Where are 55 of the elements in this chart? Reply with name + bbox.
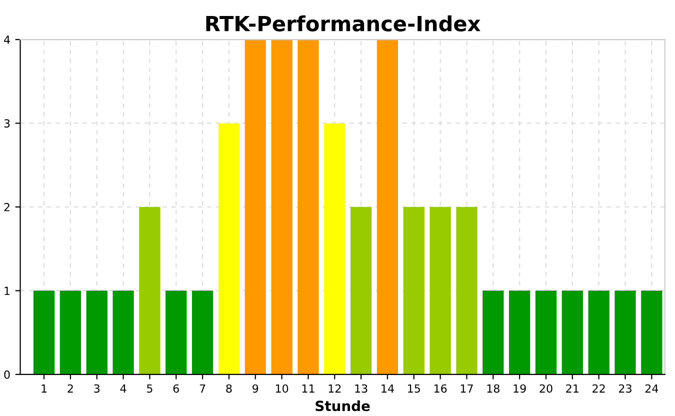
x-tick-label: 18 xyxy=(487,384,500,393)
bar xyxy=(403,206,424,374)
x-tick-label: 22 xyxy=(592,384,605,393)
y-tick-label: 0 xyxy=(4,370,10,379)
y-tick-label: 1 xyxy=(4,286,10,295)
x-tick-label: 10 xyxy=(276,384,288,393)
y-tick-label: 2 xyxy=(4,202,10,212)
x-tick-label: 6 xyxy=(173,384,179,393)
bar xyxy=(218,123,240,374)
x-tick-label: 3 xyxy=(94,384,100,393)
bar xyxy=(376,40,398,374)
x-axis-title: Stunde xyxy=(316,400,370,412)
bar xyxy=(430,206,451,374)
x-tick-label: 14 xyxy=(382,384,394,393)
x-tick-label: 12 xyxy=(328,384,341,393)
bar xyxy=(112,290,134,374)
x-tick-label: 13 xyxy=(355,384,368,393)
x-tick-label: 7 xyxy=(200,384,206,393)
bar xyxy=(509,290,530,374)
bar xyxy=(271,40,292,374)
x-tick-label: 19 xyxy=(514,384,526,393)
bar xyxy=(166,290,187,374)
chart-title: RTK-Performance-Index xyxy=(206,15,480,32)
x-tick-label: 24 xyxy=(645,384,658,393)
bar xyxy=(244,40,266,374)
x-tick-label: 4 xyxy=(120,384,126,393)
x-tick-label: 11 xyxy=(302,384,314,393)
bar xyxy=(298,40,319,374)
bar xyxy=(641,290,662,374)
x-tick-label: 23 xyxy=(618,384,632,393)
y-tick-label: 4 xyxy=(4,36,10,44)
bar xyxy=(33,290,55,374)
bar xyxy=(482,290,504,374)
y-tick-label: 3 xyxy=(4,119,10,128)
x-tick-label: 21 xyxy=(566,384,578,393)
x-tick-label: 8 xyxy=(226,384,232,393)
x-tick-label: 1 xyxy=(42,384,47,393)
x-tick-label: 16 xyxy=(434,384,447,393)
bar xyxy=(139,206,160,374)
bar xyxy=(60,290,82,374)
bar xyxy=(456,206,478,374)
bar xyxy=(562,290,583,374)
x-tick-label: 17 xyxy=(460,384,473,393)
bar xyxy=(588,290,610,374)
bar xyxy=(86,290,108,374)
bar xyxy=(324,123,346,374)
x-tick-label: 9 xyxy=(252,384,258,393)
bar xyxy=(614,290,636,374)
bar xyxy=(192,290,214,374)
x-tick-label: 5 xyxy=(147,384,152,393)
x-tick-label: 15 xyxy=(408,384,420,393)
x-tick-label: 2 xyxy=(68,384,73,393)
bar xyxy=(350,206,372,374)
bar xyxy=(535,290,557,374)
x-tick-label: 20 xyxy=(540,384,552,393)
